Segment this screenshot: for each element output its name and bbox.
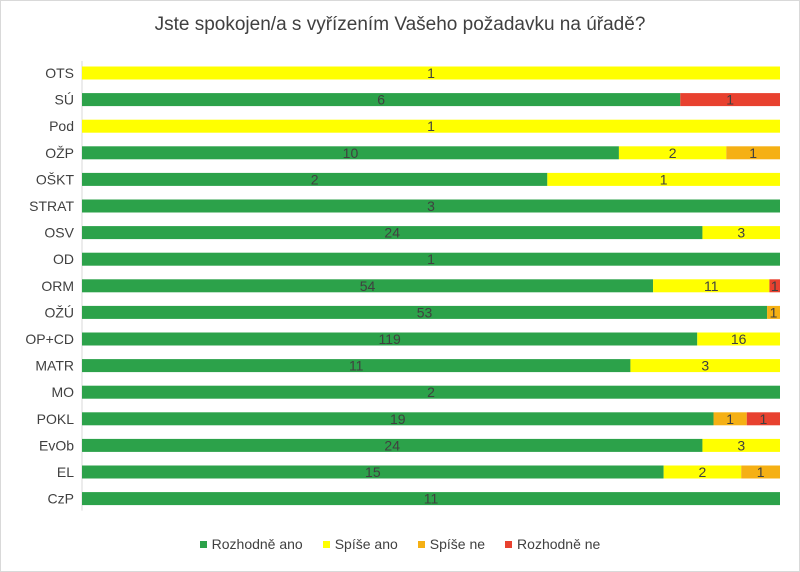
category-label-op-cd: OP+CD [25, 331, 74, 347]
category-label-od: OD [53, 251, 74, 267]
data-label-pod-spise-ano: 1 [427, 118, 435, 134]
bar-od-rozhodne-ano [82, 252, 780, 266]
category-label-ots: OTS [45, 65, 74, 81]
bar-oskt-rozhodne-ano [82, 172, 548, 186]
bar-pod-spise-ano [82, 119, 780, 133]
bar-czp-rozhodne-ano [82, 492, 780, 506]
bar-matr-spise-ano [630, 359, 780, 373]
data-label-orm-rozhodne-ano: 54 [360, 278, 376, 294]
data-label-oskt-spise-ano: 1 [660, 171, 668, 187]
data-label-evob-spise-ano: 3 [737, 437, 745, 453]
category-label-pokl: POKL [37, 411, 75, 427]
data-label-el-spise-ano: 2 [699, 464, 707, 480]
category-label-su: SÚ [55, 92, 74, 108]
category-label-oskt: OŠKT [36, 171, 75, 187]
legend-item-rozhodne-ne: Rozhodně ne [505, 536, 600, 552]
category-label-czp: CzP [48, 491, 74, 507]
bar-su-rozhodne-ano [82, 93, 681, 107]
bar-el-rozhodne-ano [82, 465, 664, 479]
data-label-ozu-rozhodne-ano: 53 [417, 304, 433, 320]
data-label-osv-rozhodne-ano: 24 [384, 225, 400, 241]
bar-evob-rozhodne-ano [82, 438, 703, 452]
category-label-matr: MATR [35, 358, 74, 374]
bar-orm-rozhodne-ne [769, 279, 780, 293]
bar-ozp-rozhodne-ano [82, 146, 619, 160]
category-label-ozp: OŽP [45, 145, 74, 161]
legend-label: Rozhodně ne [517, 536, 601, 552]
bar-orm-spise-ano [653, 279, 770, 293]
data-label-el-spise-ne: 1 [757, 464, 765, 480]
category-label-ozu: OŽÚ [44, 304, 74, 320]
data-label-op-cd-spise-ano: 16 [731, 331, 747, 347]
data-label-op-cd-rozhodne-ano: 119 [378, 331, 401, 347]
data-label-pokl-rozhodne-ne: 1 [759, 411, 767, 427]
bar-op-cd-spise-ano [697, 332, 780, 346]
data-label-oskt-rozhodne-ano: 2 [311, 171, 319, 187]
data-label-matr-rozhodne-ano: 11 [349, 358, 364, 374]
legend-item-spise-ne: Spíše ne [417, 536, 486, 552]
data-label-czp-rozhodne-ano: 11 [424, 491, 439, 507]
data-label-el-rozhodne-ano: 15 [365, 464, 381, 480]
bar-su-rozhodne-ne [680, 93, 780, 107]
data-label-su-rozhodne-ne: 1 [726, 92, 734, 108]
data-label-mo-rozhodne-ano: 2 [427, 384, 435, 400]
legend-label: Spíše ano [334, 536, 398, 552]
legend-item-spise-ano: Spíše ano [322, 536, 398, 552]
legend-item-rozhodne-ano: Rozhodně ano [199, 536, 303, 552]
data-label-orm-spise-ano: 11 [704, 278, 719, 294]
data-label-osv-spise-ano: 3 [737, 225, 745, 241]
category-label-osv: OSV [44, 225, 74, 241]
bar-orm-rozhodne-ano [82, 279, 654, 293]
data-label-ozp-spise-ano: 2 [669, 145, 677, 161]
legend-swatch [199, 540, 207, 548]
data-label-strat-rozhodne-ano: 3 [427, 198, 435, 214]
category-label-orm: ORM [41, 278, 74, 294]
bar-op-cd-rozhodne-ano [82, 332, 698, 346]
bar-oskt-spise-ano [547, 172, 780, 186]
data-label-su-rozhodne-ano: 6 [377, 92, 385, 108]
data-label-od-rozhodne-ano: 1 [427, 251, 435, 267]
data-label-ots-spise-ano: 1 [427, 65, 435, 81]
bar-ozu-spise-ne [767, 305, 780, 319]
bar-osv-spise-ano [702, 226, 780, 240]
legend-swatch [417, 540, 425, 548]
bar-strat-rozhodne-ano [82, 199, 780, 213]
data-label-orm-rozhodne-ne: 1 [771, 278, 779, 294]
chart-title: Jste spokojen/a s vyřízením Vašeho požad… [154, 14, 646, 35]
bar-osv-rozhodne-ano [82, 226, 703, 240]
legend-swatch [505, 540, 513, 548]
legend-label: Rozhodně ano [211, 536, 303, 552]
bar-pokl-spise-ne [713, 412, 747, 426]
category-label-evob: EvOb [39, 437, 74, 453]
category-label-strat: STRAT [29, 198, 74, 214]
data-label-matr-spise-ano: 3 [701, 358, 709, 374]
bar-ots-spise-ano [82, 66, 780, 80]
bar-el-spise-ano [663, 465, 742, 479]
data-label-ozp-rozhodne-ano: 10 [343, 145, 359, 161]
data-label-pokl-rozhodne-ano: 19 [390, 411, 406, 427]
bar-evob-spise-ano [702, 438, 780, 452]
legend-swatch [322, 540, 330, 548]
bar-matr-rozhodne-ano [82, 359, 631, 373]
bar-pokl-rozhodne-ano [82, 412, 714, 426]
category-label-mo: MO [51, 384, 74, 400]
data-label-evob-rozhodne-ano: 24 [384, 437, 400, 453]
bar-ozu-rozhodne-ano [82, 305, 768, 319]
category-label-el: EL [57, 464, 74, 480]
bar-mo-rozhodne-ano [82, 385, 780, 399]
data-label-ozu-spise-ne: 1 [770, 304, 778, 320]
bar-pokl-rozhodne-ne [746, 412, 780, 426]
data-label-pokl-spise-ne: 1 [726, 411, 734, 427]
legend-label: Spíše ne [429, 536, 486, 552]
category-label-pod: Pod [49, 118, 74, 134]
bar-ozp-spise-ano [618, 146, 727, 160]
data-label-ozp-spise-ne: 1 [749, 145, 757, 161]
bar-el-spise-ne [741, 465, 780, 479]
bar-ozp-spise-ne [726, 146, 780, 160]
chart-legend: Rozhodně ano Spíše ano Spíše ne Rozhodně ne [0, 536, 800, 552]
